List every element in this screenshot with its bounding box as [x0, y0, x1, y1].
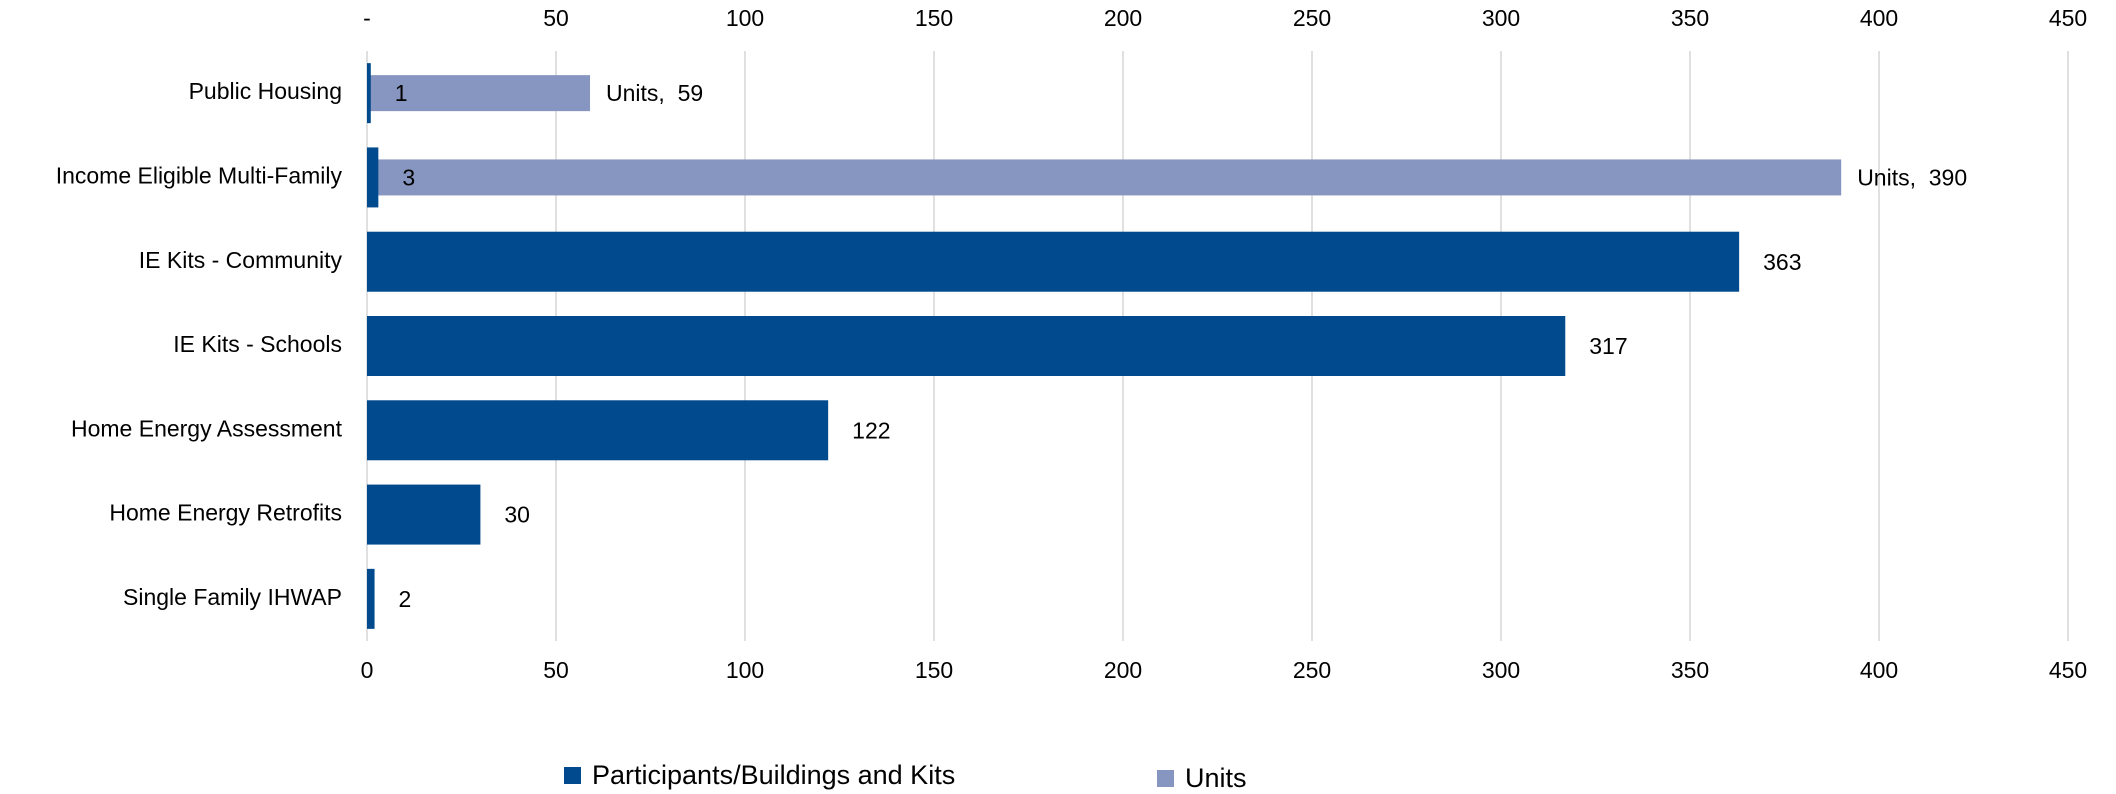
bar: [367, 484, 481, 545]
x-tick-label: 400: [1860, 657, 1898, 683]
x2-tick-label: 300: [1482, 5, 1520, 31]
x-tick-label: 100: [726, 657, 764, 683]
bar: [367, 147, 379, 208]
data-label: 3: [402, 165, 415, 191]
bar: [367, 568, 375, 629]
data-label: 363: [1763, 249, 1801, 275]
bar: [367, 231, 1740, 292]
x2-tick-label: 450: [2049, 5, 2087, 31]
y-tick-label: Home Energy Retrofits: [109, 500, 342, 526]
x-tick-label: 0: [361, 657, 374, 683]
x2-tick-label: 200: [1104, 5, 1142, 31]
x-tick-label: 450: [2049, 657, 2087, 683]
data-label: 317: [1589, 333, 1627, 359]
x2-tick-label: 400: [1860, 5, 1898, 31]
data-label: 1: [395, 80, 408, 106]
bar: [367, 63, 371, 124]
x-tick-label: 50: [543, 657, 569, 683]
data-label: 122: [852, 417, 890, 443]
bar: [367, 400, 829, 461]
data-label: 2: [399, 586, 412, 612]
legend-swatch: [564, 767, 581, 784]
x2-tick-label: 350: [1671, 5, 1709, 31]
data-label: Units, 390: [1857, 165, 1967, 191]
bar: [367, 159, 1842, 196]
legend-label: Participants/Buildings and Kits: [592, 760, 955, 790]
x-tick-label: 350: [1671, 657, 1709, 683]
legend-swatch: [1157, 770, 1174, 787]
x2-tick-label: 250: [1293, 5, 1331, 31]
data-label: 30: [504, 502, 530, 528]
y-tick-label: IE Kits - Schools: [173, 331, 342, 357]
x2-tick-label: 100: [726, 5, 764, 31]
y-tick-label: Single Family IHWAP: [123, 584, 342, 610]
y-tick-label: Home Energy Assessment: [71, 415, 343, 441]
y-tick-label: Income Eligible Multi-Family: [56, 163, 343, 189]
x-tick-label: 250: [1293, 657, 1331, 683]
x2-tick-label: 150: [915, 5, 953, 31]
data-label: Units, 59: [606, 80, 703, 106]
x-tick-label: 150: [915, 657, 953, 683]
bar: [367, 316, 1566, 376]
legend-label: Units: [1185, 763, 1247, 793]
y-tick-label: Public Housing: [189, 78, 342, 104]
x-tick-label: 200: [1104, 657, 1142, 683]
x2-tick-label: -: [363, 5, 371, 31]
x-tick-label: 300: [1482, 657, 1520, 683]
y-tick-label: IE Kits - Community: [139, 247, 343, 273]
bar: [367, 75, 591, 112]
x2-tick-label: 50: [543, 5, 569, 31]
